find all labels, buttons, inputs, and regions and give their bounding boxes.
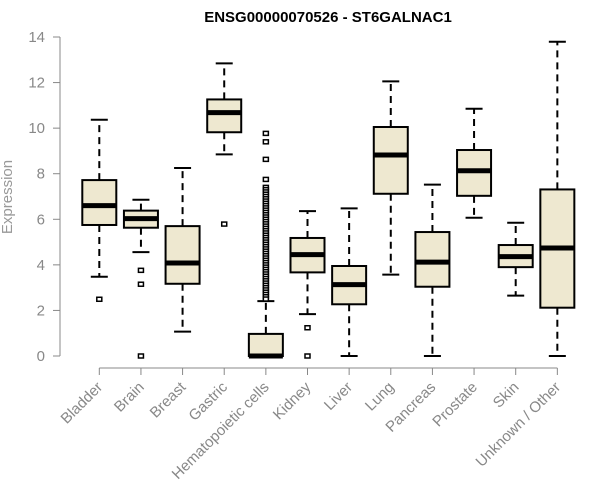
x-tick-label: Brain — [111, 379, 148, 416]
y-axis: 0 2 4 6 8 10 12 14 — [28, 29, 61, 365]
box-iqr — [81, 179, 118, 226]
x-tick-label: Breast — [147, 378, 190, 421]
outlier-point — [96, 296, 103, 303]
y-tick-label: 10 — [28, 120, 45, 137]
outlier-point — [137, 353, 145, 359]
outlier-point — [262, 139, 270, 145]
box-iqr — [206, 98, 243, 134]
chart-title: ENSG00000070526 - ST6GALNAC1 — [204, 9, 452, 26]
x-tick-label: Lung — [362, 379, 398, 415]
box-breast — [164, 167, 201, 333]
outlier-point — [304, 324, 311, 331]
box-lung — [372, 80, 409, 276]
outlier-point — [262, 176, 270, 183]
outlier-point — [220, 221, 228, 227]
box-prostate — [456, 107, 493, 219]
box-kidney — [289, 210, 326, 359]
y-tick-label: 12 — [28, 75, 45, 92]
outlier-point — [262, 130, 270, 137]
box-gastric — [206, 62, 243, 227]
y-tick-label: 2 — [37, 302, 45, 319]
box-iqr — [414, 231, 451, 288]
box-unknown-other — [539, 40, 576, 357]
outlier-point — [137, 281, 145, 287]
box-iqr — [164, 225, 201, 285]
box-iqr — [247, 332, 284, 357]
y-axis-label: Expression — [0, 160, 16, 234]
x-tick-label: Bladder — [58, 379, 107, 428]
outlier-point — [304, 353, 311, 359]
box-brain — [122, 198, 159, 359]
y-tick-label: 8 — [37, 166, 45, 183]
y-tick-label: 6 — [37, 211, 45, 228]
x-tick-label: Kidney — [270, 378, 315, 423]
box-bladder — [81, 118, 118, 303]
x-tick-label: Liver — [321, 379, 356, 414]
outlier-point — [262, 156, 270, 163]
outlier-point — [262, 296, 270, 302]
y-tick-label: 0 — [37, 348, 45, 365]
box-iqr — [372, 126, 409, 195]
box-hematopoietic-cells — [247, 130, 284, 359]
box-skin — [497, 221, 534, 297]
y-tick-label: 14 — [28, 29, 45, 46]
x-tick-label: Skin — [490, 379, 523, 412]
box-liver — [331, 207, 368, 357]
y-tick-label: 4 — [37, 257, 45, 274]
outlier-point — [137, 267, 145, 274]
x-tick-label: Prostate — [429, 379, 481, 431]
boxes — [81, 40, 576, 359]
box-pancreas — [414, 183, 451, 357]
